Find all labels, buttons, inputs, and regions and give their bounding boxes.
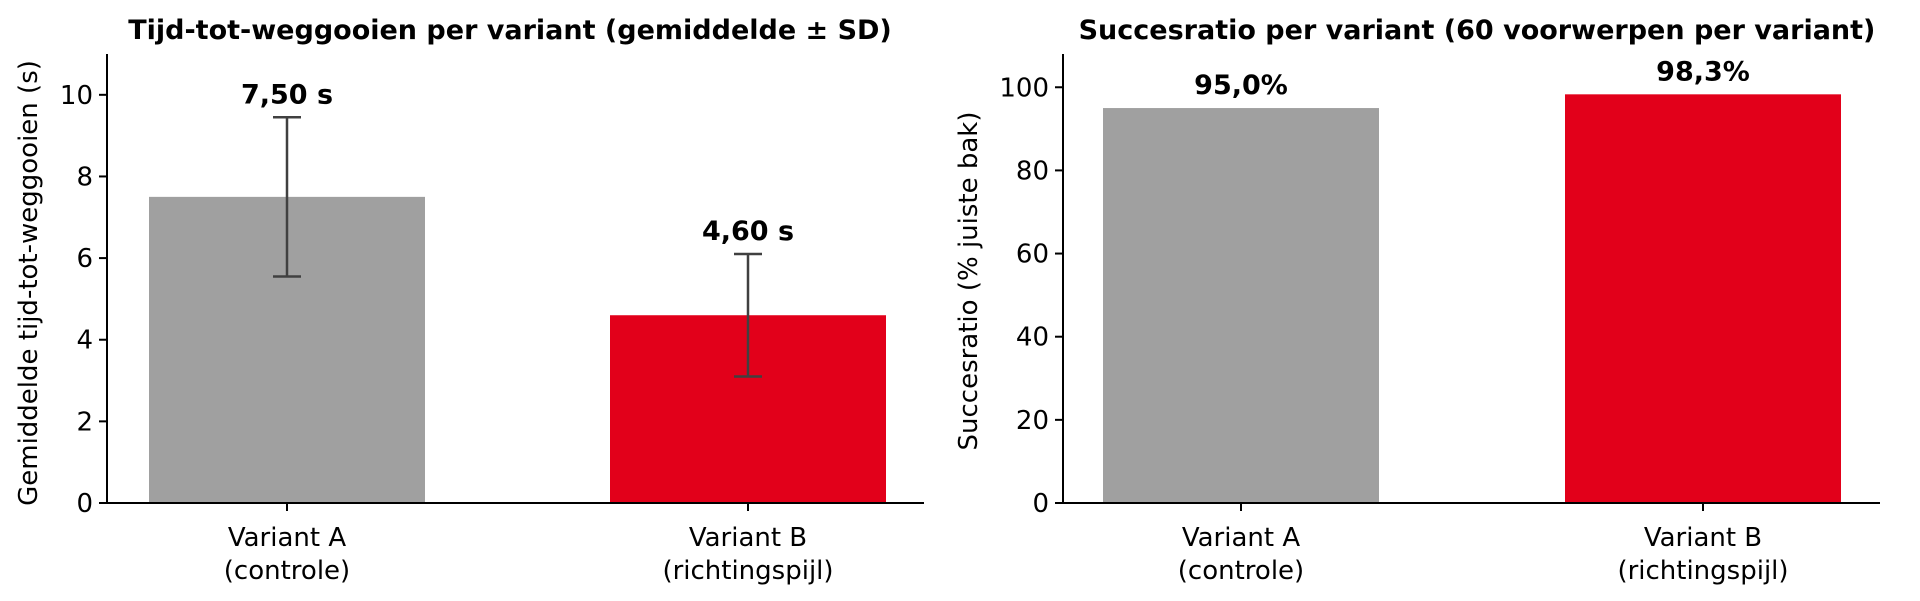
x-ticks: Variant A(controle) Variant B(richtingspi…	[1178, 503, 1789, 586]
x-tick-label: Variant A	[1182, 523, 1300, 553]
x-tick-label: Variant B	[1644, 523, 1762, 553]
y-axis-label: Succesratio (% juiste bak)	[954, 111, 984, 450]
data-labels: 95,0% 98,3%	[1194, 56, 1750, 101]
data-label: 4,60 s	[702, 216, 794, 247]
bar	[1565, 94, 1841, 504]
y-ticks: 0 2 4 6 8 10	[60, 81, 107, 519]
y-ticks: 0 20 40 60 80 100	[999, 73, 1063, 519]
y-tick-label: 60	[1016, 240, 1049, 270]
data-label: 98,3%	[1656, 56, 1750, 87]
x-ticks: Variant A(controle) Variant B(richtingspi…	[224, 503, 834, 586]
data-label: 7,50 s	[241, 79, 333, 110]
bars	[1103, 94, 1841, 504]
x-tick-label: Variant A	[228, 523, 346, 553]
y-tick-label: 40	[1016, 323, 1049, 353]
y-axis-label: Gemiddelde tijd-tot-weggooien (s)	[14, 60, 44, 506]
y-tick-label: 4	[76, 326, 93, 356]
data-label: 95,0%	[1194, 70, 1288, 101]
x-tick-label: (controle)	[1178, 556, 1304, 586]
y-tick-label: 100	[999, 73, 1049, 103]
x-tick-label: Variant B	[689, 523, 807, 553]
y-tick-label: 0	[76, 489, 93, 519]
y-tick-label: 20	[1016, 406, 1049, 436]
chart-title: Succesratio per variant (60 voorwerpen p…	[1079, 15, 1876, 46]
chart-title: Tijd-tot-weggooien per variant (gemiddel…	[128, 15, 892, 46]
chart-success-ratio: Succesratio per variant (60 voorwerpen p…	[954, 15, 1880, 586]
y-tick-label: 10	[60, 81, 93, 111]
data-labels: 7,50 s 4,60 s	[241, 79, 794, 247]
error-bars	[273, 116, 762, 378]
x-tick-label: (controle)	[224, 556, 350, 586]
x-tick-label: (richtingspijl)	[1617, 556, 1788, 586]
x-tick-label: (richtingspijl)	[662, 556, 833, 586]
bar	[1103, 108, 1379, 503]
chart-time-to-dispose: Tijd-tot-weggooien per variant (gemiddel…	[14, 15, 924, 586]
y-tick-label: 80	[1016, 156, 1049, 186]
y-tick-label: 6	[76, 244, 93, 274]
y-tick-label: 8	[76, 162, 93, 192]
y-tick-label: 0	[1032, 489, 1049, 519]
y-tick-label: 2	[76, 407, 93, 437]
